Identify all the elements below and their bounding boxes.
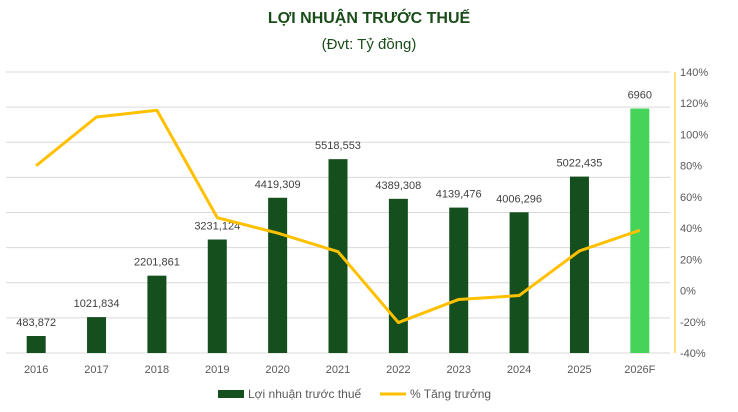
bar-label: 2201,861 [134, 257, 180, 269]
x-tick-label: 2024 [507, 364, 531, 376]
bar-label: 4139,476 [436, 189, 482, 201]
right-axis-tick: 20% [680, 254, 702, 266]
bar-label: 4006,296 [496, 193, 542, 205]
right-axis-tick: 0% [680, 286, 696, 298]
bar-label: 483,872 [16, 317, 56, 329]
bar-2019 [207, 239, 227, 353]
bar-label: 6960 [628, 90, 652, 102]
legend-bar-label: Lợi nhuận trước thuế [248, 387, 361, 401]
right-axis-tick: 100% [680, 129, 708, 141]
bar-label: 3231,124 [194, 221, 240, 233]
bar-2025 [569, 176, 589, 353]
bar-label: 4389,308 [375, 180, 421, 192]
bar-2022 [388, 198, 408, 353]
bar-label: 1021,834 [74, 298, 120, 310]
bar-2024 [509, 212, 529, 353]
bar-2016 [26, 336, 46, 353]
x-tick-label: 2019 [205, 364, 229, 376]
x-tick-label: 2025 [567, 364, 591, 376]
right-axis-tick: 120% [680, 98, 708, 110]
right-axis-tick: 80% [680, 161, 702, 173]
chart-title: LỢI NHUẬN TRƯỚC THUẾ [267, 10, 471, 27]
x-tick-label: 2016 [24, 364, 48, 376]
bar-label: 5022,435 [557, 158, 603, 170]
x-tick-label: 2017 [84, 364, 108, 376]
x-tick-label: 2023 [446, 364, 470, 376]
right-axis-tick: -20% [680, 317, 706, 329]
x-tick-label: 2022 [386, 364, 410, 376]
x-tick-label: 2018 [145, 364, 169, 376]
bar-2023 [449, 207, 469, 353]
legend-bar-swatch [218, 390, 244, 398]
bar-2021 [328, 159, 348, 353]
right-axis-tick: 60% [680, 192, 702, 204]
x-tick-label: 2021 [326, 364, 350, 376]
x-tick-label: 2026F [624, 364, 655, 376]
bar-2018 [147, 275, 167, 353]
bar-2017 [87, 317, 107, 353]
right-axis-tick: 40% [680, 223, 702, 235]
chart-subtitle: (Đvt: Tỷ đồng) [321, 36, 417, 53]
right-axis-tick: -40% [680, 348, 706, 360]
bar-label: 4419,309 [255, 179, 301, 191]
bar-2020 [268, 197, 288, 353]
x-tick-label: 2020 [265, 364, 289, 376]
legend-line-label: % Tăng trưởng [410, 387, 491, 401]
right-axis-tick: 140% [680, 67, 708, 79]
bar-label: 5518,553 [315, 140, 361, 152]
